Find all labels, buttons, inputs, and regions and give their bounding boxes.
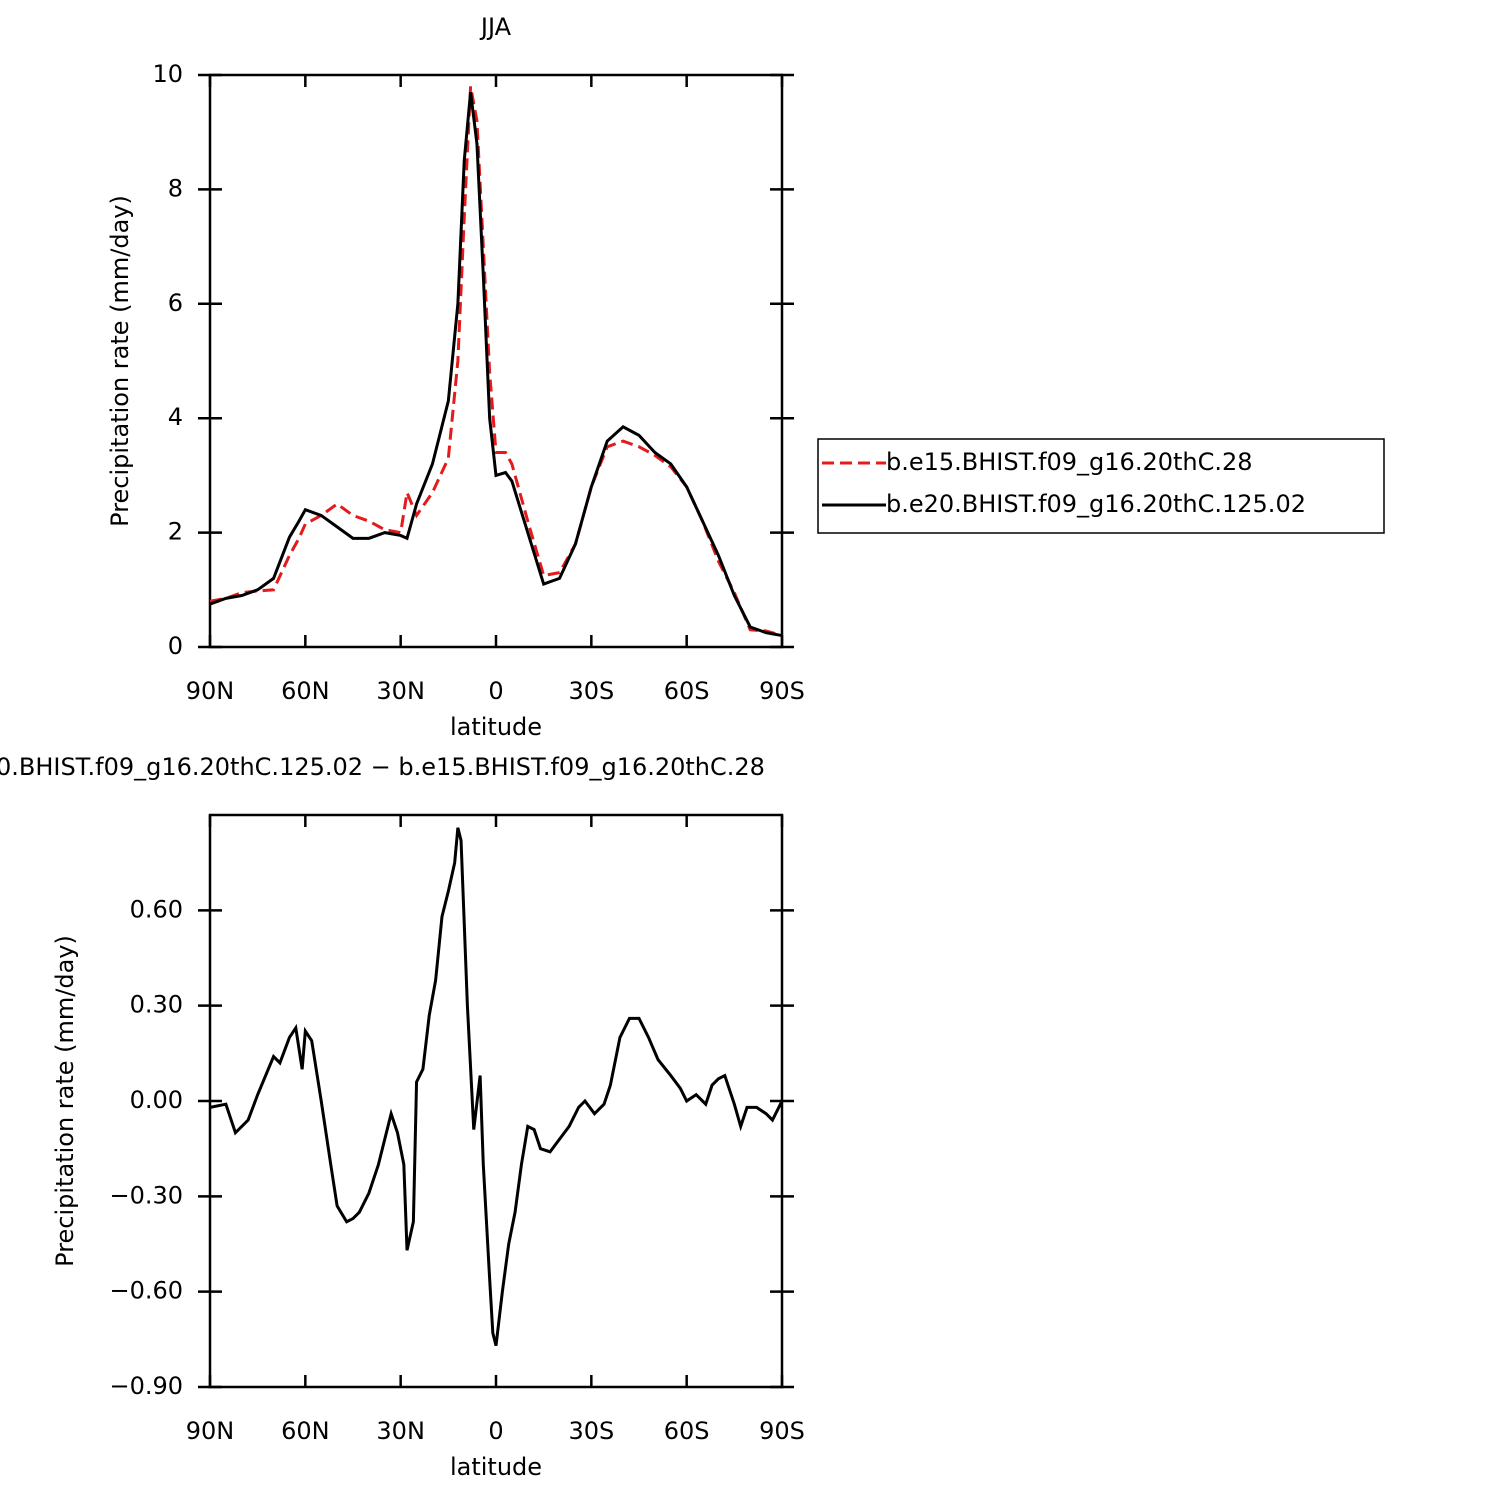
x-tick-label: 90N	[186, 1417, 235, 1445]
y-tick-label: 10	[152, 60, 183, 88]
data-line	[209, 86, 783, 638]
plot-frame	[208, 813, 784, 1389]
x-tick-label: 90N	[186, 677, 235, 705]
y-tick-label: 0	[168, 632, 183, 660]
data-line	[209, 91, 783, 638]
chart-title: JJA	[479, 13, 512, 41]
legend-label: b.e15.BHIST.f09_g16.20thC.28	[886, 448, 1253, 476]
y-tick-label: 0.60	[130, 895, 183, 923]
legend-label: b.e20.BHIST.f09_g16.20thC.125.02	[886, 490, 1306, 518]
y-axis-label: Precipitation rate (mm/day)	[106, 195, 134, 527]
y-axis-label: Precipitation rate (mm/day)	[51, 935, 79, 1267]
x-tick-label: 60N	[281, 677, 330, 705]
y-tick-label: 0.30	[130, 991, 183, 1019]
y-tick-label: 0.00	[130, 1086, 183, 1114]
chart-title: b.e20.BHIST.f09_g16.20thC.125.02 − b.e15…	[0, 753, 765, 781]
y-tick-label: 2	[168, 518, 183, 546]
legend-box	[817, 438, 1385, 534]
x-tick-label: 60N	[281, 1417, 330, 1445]
y-tick-label: −0.60	[109, 1277, 183, 1305]
y-tick-label: 6	[168, 289, 183, 317]
x-tick-label: 0	[488, 677, 503, 705]
x-tick-label: 90S	[759, 1417, 805, 1445]
x-tick-label: 90S	[759, 677, 805, 705]
x-tick-label: 60S	[664, 677, 710, 705]
y-tick-label: −0.90	[109, 1372, 183, 1400]
x-tick-label: 60S	[664, 1417, 710, 1445]
y-tick-label: 8	[168, 174, 183, 202]
x-tick-label: 30S	[568, 677, 614, 705]
x-tick-label: 0	[488, 1417, 503, 1445]
x-tick-label: 30S	[568, 1417, 614, 1445]
data-line	[209, 827, 784, 1347]
y-tick-label: 4	[168, 403, 183, 431]
x-tick-label: 30N	[376, 1417, 425, 1445]
plot-frame	[208, 73, 784, 649]
x-axis-label: latitude	[450, 713, 542, 741]
x-tick-label: 30N	[376, 677, 425, 705]
y-tick-label: −0.30	[109, 1181, 183, 1209]
x-axis-label: latitude	[450, 1453, 542, 1481]
